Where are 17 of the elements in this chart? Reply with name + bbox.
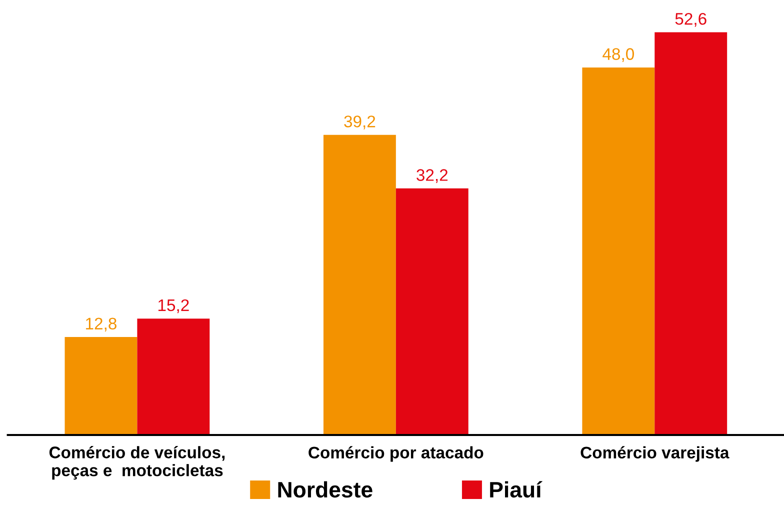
data-label: 48,0 [602, 48, 634, 62]
bar [582, 67, 655, 435]
x-tick-label: Comércio de veículos, peças e motocicletas [49, 446, 225, 480]
bar [64, 336, 138, 435]
data-label: 32,2 [416, 169, 448, 183]
bar [323, 134, 396, 435]
data-label: 39,2 [344, 116, 376, 130]
x-tick-label: Comércio varejista [580, 446, 730, 462]
data-label: 52,6 [675, 12, 706, 27]
x-tick-label: Comércio por atacado [308, 446, 484, 462]
bar [654, 32, 728, 435]
data-label: 12,8 [86, 318, 116, 332]
bar [137, 318, 210, 435]
bar [396, 188, 468, 435]
data-label: 15,2 [158, 299, 189, 314]
legend-label: Piauí [490, 481, 542, 498]
legend-label: Nordeste [278, 481, 372, 498]
